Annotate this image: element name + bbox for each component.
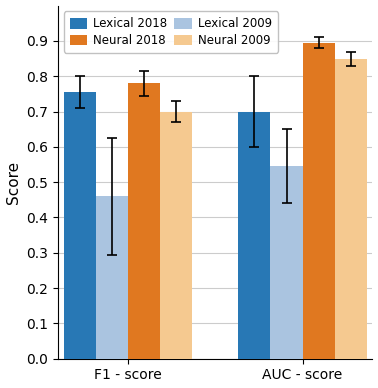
Bar [128, 83, 160, 359]
Legend: Lexical 2018, Neural 2018, Lexical 2009, Neural 2009: Lexical 2018, Neural 2018, Lexical 2009,… [64, 12, 278, 53]
Bar [302, 43, 335, 359]
Bar [239, 111, 271, 359]
Y-axis label: Score: Score [6, 161, 20, 204]
Bar [64, 92, 96, 359]
Bar [96, 196, 128, 359]
Bar [160, 111, 192, 359]
Bar [335, 59, 367, 359]
Bar [271, 166, 302, 359]
